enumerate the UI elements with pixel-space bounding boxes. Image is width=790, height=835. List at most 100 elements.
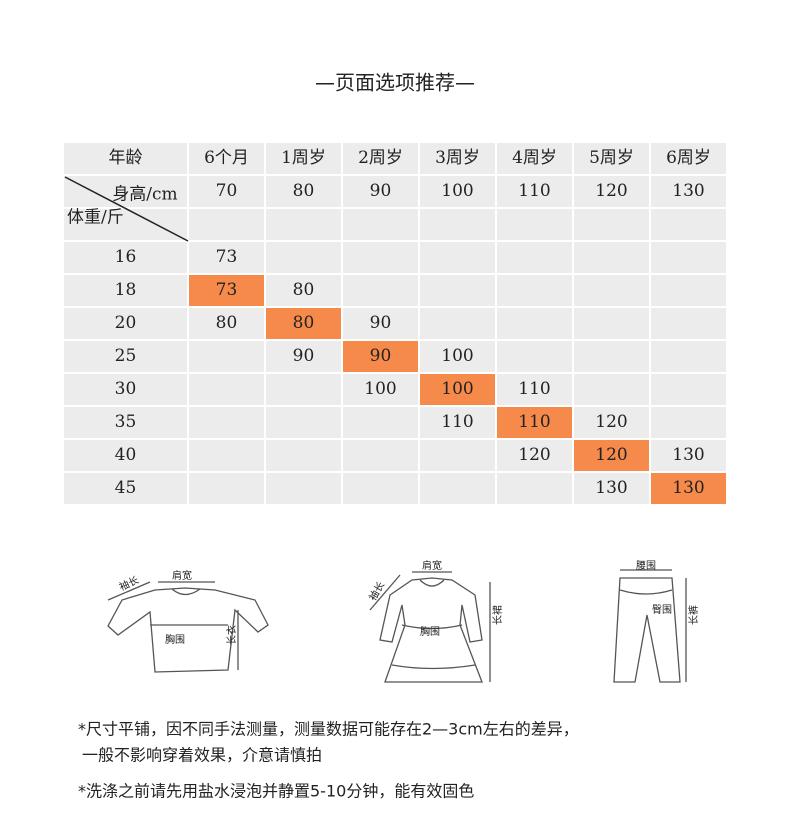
- weight-label: 体重/斤: [67, 207, 124, 227]
- height-label: 身高/cm: [112, 184, 177, 204]
- size-value: 80: [216, 313, 238, 333]
- height: 80: [293, 181, 315, 201]
- cell: [64, 176, 187, 207]
- size-value: 110: [441, 412, 473, 432]
- size-value: 120: [518, 445, 550, 465]
- size-value: 120: [595, 412, 627, 432]
- size-value: 100: [441, 379, 473, 399]
- cell: [64, 209, 187, 240]
- cell: [420, 473, 495, 504]
- cell: [343, 242, 418, 273]
- cell: [497, 242, 572, 273]
- cell: [651, 440, 726, 471]
- cell: [497, 209, 572, 240]
- age: 6周岁: [666, 148, 711, 168]
- size-value: 90: [293, 346, 315, 366]
- cell: [343, 143, 418, 174]
- cell: [574, 242, 649, 273]
- size-value: 100: [441, 346, 473, 366]
- label: 肩宽: [172, 569, 192, 582]
- cell: [651, 242, 726, 273]
- note: *尺寸平铺，因不同手法测量，测量数据可能存在2—3cm左右的差异，: [78, 720, 579, 739]
- cell: [651, 275, 726, 306]
- cell: [420, 242, 495, 273]
- diagonal: [64, 176, 189, 242]
- cell: [343, 407, 418, 438]
- cell: [266, 308, 341, 339]
- cell: [266, 341, 341, 372]
- cell: [420, 143, 495, 174]
- cell: [189, 176, 264, 207]
- cell: [497, 374, 572, 405]
- cell: [420, 341, 495, 372]
- cell: [420, 176, 495, 207]
- shirt-figure: [107, 581, 269, 673]
- label: 长裤: [687, 605, 700, 625]
- cell: [189, 407, 264, 438]
- size-value: 130: [595, 478, 627, 498]
- cell: [651, 341, 726, 372]
- weight: 25: [115, 346, 137, 366]
- cell: [266, 176, 341, 207]
- label: 胸围: [420, 625, 440, 638]
- cell: [266, 209, 341, 240]
- cell: [343, 308, 418, 339]
- cell: [64, 341, 187, 372]
- weight: 40: [115, 445, 137, 465]
- pants-figure: [613, 569, 687, 683]
- cell: [189, 440, 264, 471]
- size-value: 80: [293, 313, 315, 333]
- label: 胸围: [165, 633, 185, 646]
- cell: [420, 308, 495, 339]
- cell: [574, 440, 649, 471]
- cell: [651, 143, 726, 174]
- cell: [189, 209, 264, 240]
- label: 长裙: [491, 605, 504, 625]
- cell: [266, 374, 341, 405]
- label: 长衣: [225, 625, 238, 645]
- cell: [343, 374, 418, 405]
- cell: [343, 473, 418, 504]
- age: 1周岁: [281, 148, 326, 168]
- cell: [189, 308, 264, 339]
- cell: [574, 341, 649, 372]
- cell: [420, 275, 495, 306]
- cell: [266, 275, 341, 306]
- cell: [574, 275, 649, 306]
- label: 臀围: [652, 604, 672, 616]
- cell: [189, 143, 264, 174]
- label: 袖长: [366, 579, 387, 603]
- age: 5周岁: [589, 148, 634, 168]
- cell: [651, 407, 726, 438]
- cell: [574, 143, 649, 174]
- cell: [574, 176, 649, 207]
- cell: [64, 242, 187, 273]
- cell: [343, 176, 418, 207]
- cell: [651, 374, 726, 405]
- age: 2周岁: [358, 148, 403, 168]
- weight: 16: [115, 247, 137, 267]
- cell: [64, 374, 187, 405]
- cell: [64, 440, 187, 471]
- height: 90: [370, 181, 392, 201]
- title: —页面选项推荐—: [315, 71, 475, 95]
- label: 腰围: [636, 560, 656, 572]
- cell: [343, 209, 418, 240]
- cell: [64, 308, 187, 339]
- size-value: 80: [293, 280, 315, 300]
- cell: [266, 473, 341, 504]
- age: 3周岁: [435, 148, 480, 168]
- cell: [497, 176, 572, 207]
- note: 一般不影响穿着效果，介意请慎拍: [82, 746, 322, 765]
- weight: 45: [115, 478, 137, 498]
- age: 4周岁: [512, 148, 557, 168]
- label: 袖长: [117, 573, 141, 593]
- weight: 30: [115, 379, 137, 399]
- cell: [651, 176, 726, 207]
- cell: [574, 473, 649, 504]
- cell: [497, 440, 572, 471]
- size-value: 73: [216, 280, 238, 300]
- size-value: 100: [364, 379, 396, 399]
